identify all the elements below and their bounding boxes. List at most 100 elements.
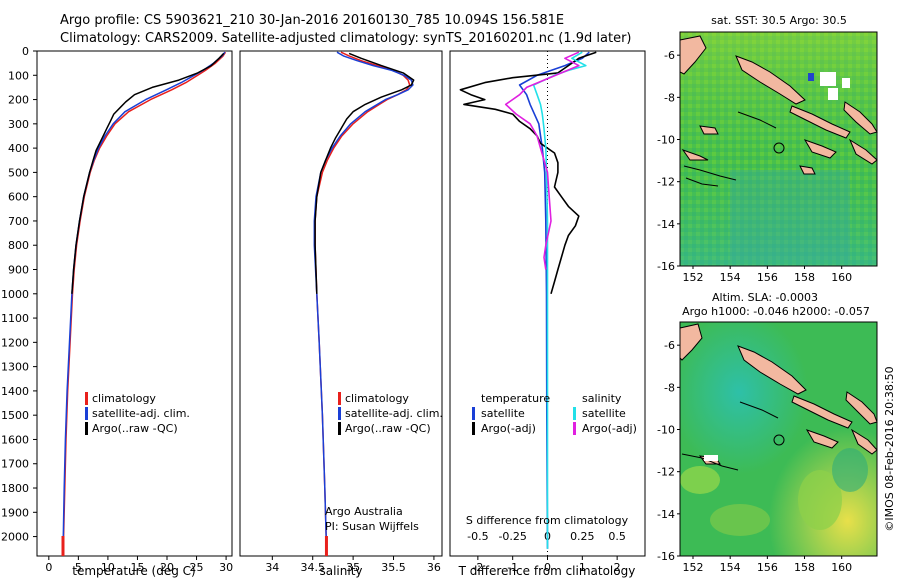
- depth-tick-label: 200: [8, 94, 29, 107]
- reef-line: [737, 111, 777, 129]
- s-diff-tick-label: 0.25: [570, 530, 595, 543]
- series-line-t-satellite: [518, 51, 590, 549]
- legend-temperature-heading: temperature: [481, 392, 550, 405]
- sla-argo-position-marker: [773, 434, 785, 446]
- lat-tick-label: -16: [657, 260, 675, 273]
- temperature-plot-frame: [36, 50, 233, 557]
- legend-s-argo: Argo(-adj): [582, 422, 637, 435]
- legend-salinity-heading: salinity: [582, 392, 622, 405]
- x-tick-label: 2: [614, 561, 621, 574]
- lon-tick-label: 154: [720, 561, 741, 574]
- series-line-climatology: [314, 51, 411, 549]
- depth-tick-label: 900: [8, 264, 29, 277]
- depth-tick-label: 600: [8, 191, 29, 204]
- sst-map-frame: [679, 31, 878, 267]
- sst-cool-patch: [730, 170, 850, 260]
- depth-tick-label: 700: [8, 215, 29, 228]
- series-line-satellite-adj-clim-: [313, 51, 414, 549]
- choiseul-land: [791, 395, 853, 429]
- islet-land: [799, 165, 816, 175]
- depth-tick-label: 400: [8, 142, 29, 155]
- depth-tick-label: 1900: [1, 506, 29, 519]
- choiseul-land: [789, 105, 851, 139]
- x-tick-label: 34: [265, 561, 279, 574]
- depth-tick-label: 800: [8, 239, 29, 252]
- lon-tick-label: 154: [720, 271, 741, 284]
- depth-tick-label: 1000: [1, 288, 29, 301]
- x-tick-label: 15: [130, 561, 144, 574]
- lon-tick-label: 160: [831, 561, 852, 574]
- argo-australia-label: Argo Australia: [325, 505, 403, 518]
- s-diff-tick-label: -0.25: [498, 530, 526, 543]
- legend-climatology: climatology: [92, 392, 156, 405]
- lat-tick-label: -10: [657, 134, 675, 147]
- legend-t-satellite: satellite: [481, 407, 525, 420]
- series-line-s-satellite: [532, 51, 587, 549]
- sla-map: Altim. SLA: -0.0003 Argo h1000: -0.046 h…: [657, 291, 878, 574]
- s-diff-tick-label: -0.5: [467, 530, 488, 543]
- x-tick-label: -2: [472, 561, 483, 574]
- depth-tick-label: 100: [8, 69, 29, 82]
- reef-line: [681, 453, 739, 471]
- legend-swatch-argo: [85, 422, 88, 435]
- x-tick-label: 35: [346, 561, 360, 574]
- x-tick-label: 0: [45, 561, 52, 574]
- s-diff-tick-label: 0.5: [608, 530, 626, 543]
- salinity-series: [313, 51, 415, 556]
- x-tick-label: -1: [507, 561, 518, 574]
- depth-tick-label: 1600: [1, 433, 29, 446]
- lat-tick-label: -10: [657, 424, 675, 437]
- legend-satellite: satellite-adj. clim.: [345, 407, 443, 420]
- sla-eddy: [798, 470, 842, 530]
- sla-map-title-1: Altim. SLA: -0.0003: [712, 291, 818, 304]
- lon-tick-label: 158: [794, 561, 815, 574]
- sst-cold-cell: [808, 73, 814, 81]
- temperature-legend: climatology satellite-adj. clim. Argo(..…: [85, 392, 190, 435]
- sla-reef-outlines: [681, 401, 779, 471]
- sla-eddy: [710, 504, 770, 536]
- depth-tick-label: 1500: [1, 409, 29, 422]
- depth-tick-label: 500: [8, 166, 29, 179]
- difference-series: [459, 51, 597, 549]
- series-line-argo-raw-qc-: [314, 52, 415, 294]
- reef-line: [683, 165, 737, 181]
- malaita-land: [850, 428, 878, 455]
- depth-tick-label: 1300: [1, 361, 29, 374]
- depth-tick-label: 1400: [1, 385, 29, 398]
- pi-label: PI: Susan Wijffels: [325, 520, 419, 533]
- climatology-bottom-marker: [61, 536, 65, 556]
- lat-tick-label: -14: [657, 508, 675, 521]
- depth-axis: 0 100 200 300 400 500 600 700 800 900 1000 1100 1200…: [1, 45, 37, 544]
- series-line-t-argo-adj-: [459, 51, 597, 295]
- x-tick-label: 20: [160, 561, 174, 574]
- guadalcanal-land: [805, 429, 839, 449]
- depth-tick-label: 1200: [1, 336, 29, 349]
- x-tick-label: 5: [75, 561, 82, 574]
- legend-argo: Argo(..raw -QC): [92, 422, 178, 435]
- lat-tick-label: -12: [657, 176, 675, 189]
- legend-swatch-climatology: [338, 392, 341, 405]
- x-tick-label: 34.5: [300, 561, 325, 574]
- series-line-argo-raw-qc-: [71, 52, 225, 294]
- malaita-land: [848, 138, 878, 165]
- sla-low-anomaly: [680, 322, 877, 556]
- salinity-legend: climatology satellite-adj. clim. Argo(..…: [325, 392, 443, 533]
- x-tick-label: 0: [544, 561, 551, 574]
- sst-map-title: sat. SST: 30.5 Argo: 30.5: [711, 14, 847, 27]
- difference-legend: temperature satellite Argo(-adj) salinit…: [472, 392, 637, 435]
- depth-tick-label: 0: [22, 45, 29, 58]
- lat-tick-label: -14: [657, 218, 675, 231]
- legend-swatch-s-argo: [573, 422, 576, 435]
- guadalcanal-land: [803, 139, 837, 159]
- sla-map-ticks: 152 154 156 158 160 -6 -8 -10 -12 -14 -16: [657, 339, 852, 574]
- salinity-xlabel: salinity: [319, 564, 362, 578]
- depth-tick-label: 1100: [1, 312, 29, 325]
- x-tick-label: 25: [190, 561, 204, 574]
- climatology-bottom-marker: [324, 536, 328, 556]
- x-tick-label: 1: [579, 561, 586, 574]
- sla-eddy: [680, 466, 720, 494]
- temperature-axis: 0 5 10 15 20 25 30: [45, 556, 233, 574]
- legend-swatch-satellite: [338, 407, 341, 420]
- sst-reef-outlines: [683, 111, 777, 187]
- legend-t-argo: Argo(-adj): [481, 422, 536, 435]
